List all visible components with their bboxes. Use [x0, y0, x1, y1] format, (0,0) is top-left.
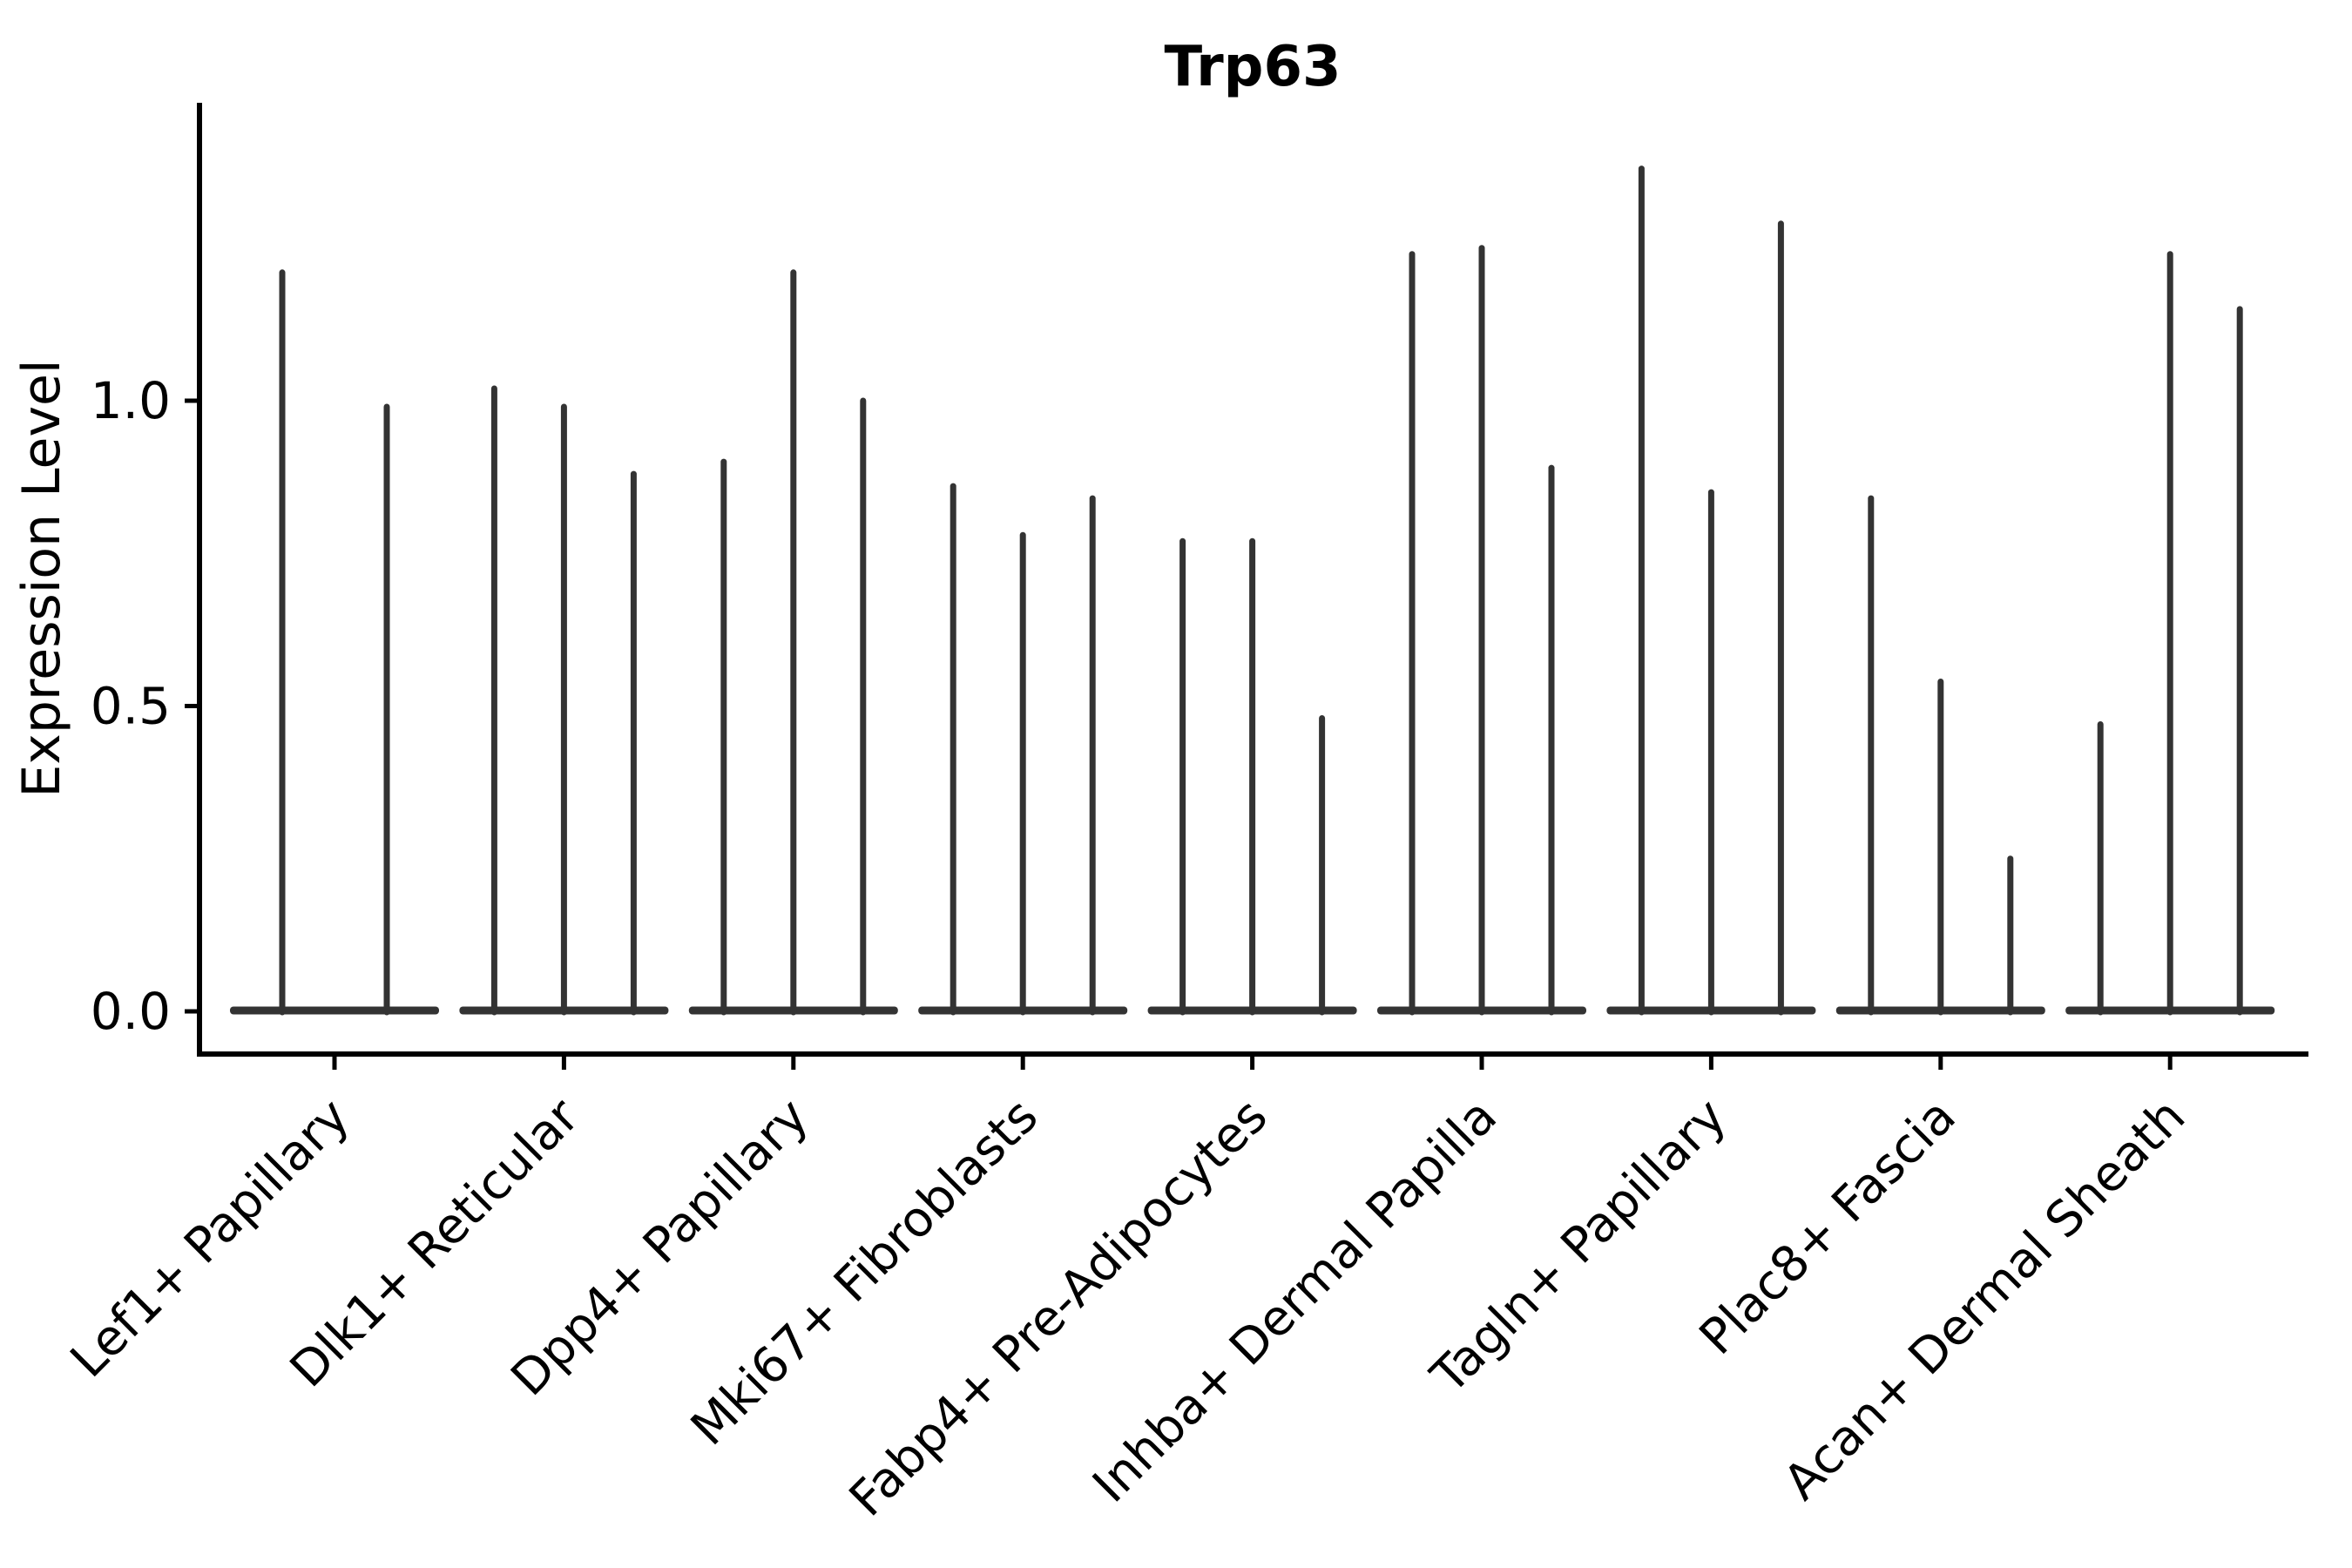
x-tick-label: Fabp4+ Pre-Adipocytes: [839, 1088, 1279, 1528]
y-tick-label: 0.5: [91, 677, 171, 736]
y-axis-ticks: 0.0 0.5 1.0: [91, 371, 198, 1041]
violins: [230, 166, 2275, 1016]
y-axis-label: Expression Level: [11, 359, 72, 797]
violin-base: [230, 1006, 439, 1015]
x-tick-label: Inhba+ Dermal Papilla: [1082, 1088, 1508, 1514]
chart-title: Trp63: [1164, 35, 1341, 99]
y-tick-label: 0.0: [91, 982, 171, 1041]
x-tick-label: Acan+ Dermal Sheath: [1773, 1088, 2196, 1511]
y-tick-label: 1.0: [91, 371, 171, 430]
